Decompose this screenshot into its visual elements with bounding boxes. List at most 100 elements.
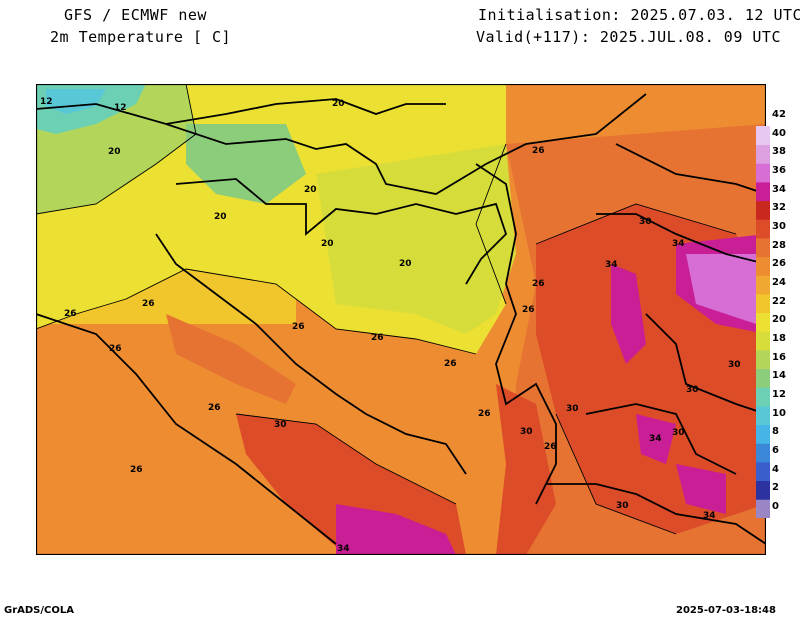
legend-tick-label: 0 (772, 501, 779, 512)
contour-label: 34 (649, 434, 662, 444)
color-legend (756, 126, 770, 518)
legend-swatch (756, 126, 770, 146)
contour-label: 20 (304, 185, 317, 195)
cool-green-patch (186, 124, 306, 204)
pannonian-yellow-region (316, 144, 516, 334)
legend-tick-label: 6 (772, 445, 779, 456)
legend-tick-label: 32 (772, 202, 786, 214)
border-croatia (175, 178, 508, 285)
contour-label: 26 (64, 309, 77, 319)
legend-tick-label: 34 (772, 183, 786, 195)
border-north (36, 98, 446, 125)
legend-swatch (756, 368, 770, 388)
contour-label: 34 (703, 511, 716, 521)
contour-label: 20 (321, 239, 334, 249)
contour-label: 20 (332, 99, 345, 109)
contour-label: 30 (672, 428, 685, 438)
legend-tick-label: 40 (772, 127, 786, 139)
legend-swatch (756, 424, 770, 444)
contour-label: 26 (142, 299, 155, 309)
contour-label: 26 (544, 442, 557, 452)
purple-core-4 (676, 464, 726, 514)
contour-label: 26 (130, 465, 143, 475)
contour-label: 30 (728, 360, 741, 370)
borders (36, 93, 766, 545)
legend-swatch (756, 462, 770, 482)
contour-label: 30 (566, 404, 579, 414)
contour-label: 26 (371, 333, 384, 343)
legend-tick-label: 12 (772, 389, 786, 400)
legend-swatch (756, 294, 770, 314)
legend-swatch (756, 387, 770, 407)
legend-tick-label: 8 (772, 426, 779, 438)
purple-core-1 (686, 254, 756, 324)
albania-hot (496, 384, 556, 555)
legend-tick-label: 38 (772, 146, 786, 158)
legend-swatch (756, 256, 770, 276)
contour-label: 30 (616, 501, 629, 511)
legend-tick-label: 22 (772, 295, 786, 307)
isotherms (36, 84, 737, 535)
legend-swatch (756, 163, 770, 183)
legend-swatch (756, 275, 770, 295)
contour-label: 26 (532, 146, 545, 156)
legend-tick-label: 28 (772, 239, 786, 251)
italy-south-hottest (336, 504, 456, 555)
legend-swatch (756, 331, 770, 351)
legend-swatch (756, 406, 770, 426)
border-serbia (475, 163, 557, 505)
border-greece (546, 483, 766, 545)
contour-label: 34 (672, 239, 685, 249)
temperature-map: 12 12 20 20 20 20 20 20 26 26 26 26 26 2… (36, 84, 766, 555)
legend-swatch (756, 200, 770, 220)
border-bulgaria (645, 313, 766, 415)
model-title: GFS / ECMWF new (64, 6, 207, 24)
legend-tick-label: 16 (772, 351, 786, 363)
coast-adriatic (155, 233, 467, 475)
legend-swatch (756, 480, 770, 500)
coast-italy (36, 313, 337, 545)
valid-time: Valid(+117): 2025.JUL.08. 09 UTC (476, 28, 781, 46)
contour-label: 20 (108, 147, 121, 157)
legend-swatch (756, 144, 770, 164)
contour-label: 30 (520, 427, 533, 437)
contour-label: 20 (214, 212, 227, 222)
variable-title: 2m Temperature [ C] (50, 28, 232, 46)
legend-tick-label: 26 (772, 258, 786, 270)
legend-tick-label: 20 (772, 314, 786, 326)
legend-swatch (756, 182, 770, 202)
legend-swatch (756, 443, 770, 463)
contour-label: 34 (337, 544, 350, 554)
border-romania (596, 213, 766, 265)
contour-label: 26 (444, 359, 457, 369)
border-east (615, 143, 766, 195)
border-macedonia (585, 403, 737, 475)
legend-tick-label: 2 (772, 482, 779, 494)
contour-label: 20 (399, 259, 412, 269)
contour-label: 12 (114, 103, 127, 113)
purple-core-3 (636, 414, 676, 464)
legend-tick-label: 36 (772, 165, 786, 176)
contour-label: 34 (605, 260, 618, 270)
legend-swatch (756, 312, 770, 332)
legend-swatch (756, 499, 770, 518)
purple-core-2 (611, 264, 646, 364)
init-time: Initialisation: 2025.07.03. 12 UTC (478, 6, 800, 24)
legend-tick-label: 14 (772, 370, 786, 382)
contour-label: 26 (208, 403, 221, 413)
legend-tick-label: 24 (772, 277, 786, 288)
legend-tick-label: 30 (772, 221, 786, 232)
contour-label: 30 (274, 420, 287, 430)
legend-tick-label: 18 (772, 333, 786, 344)
legend-tick-label: 42 (772, 109, 786, 120)
software-credit: GrADS/COLA (4, 605, 74, 616)
adriatic-coast-hot (166, 314, 296, 404)
contour-label: 30 (686, 385, 699, 395)
border-central (165, 93, 647, 195)
legend-swatch (756, 219, 770, 239)
legend-tick-label: 10 (772, 407, 786, 419)
legend-swatch (756, 238, 770, 258)
contour-label: 26 (532, 279, 545, 289)
contour-label: 26 (109, 344, 122, 354)
contour-label: 30 (639, 217, 652, 227)
